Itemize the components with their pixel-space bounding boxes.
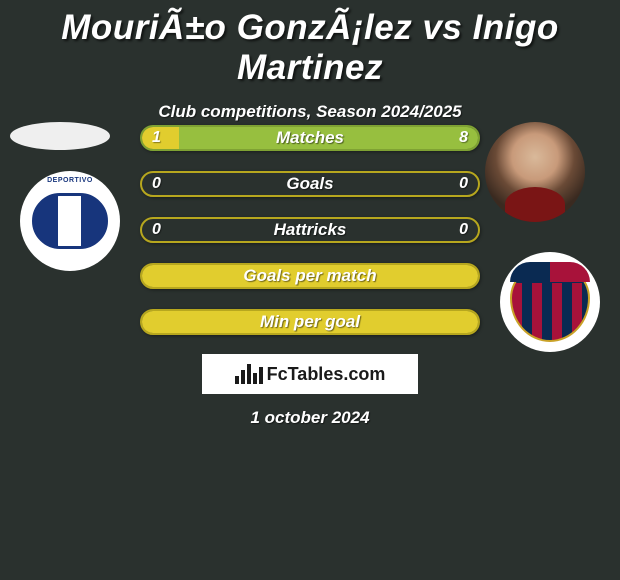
- player2-block: [485, 122, 585, 222]
- barca-crest-top-icon: [510, 262, 590, 282]
- bar-label: Min per goal: [142, 311, 478, 333]
- player1-club-badge: DEPORTIVO: [20, 171, 120, 271]
- bar-row: Goals0 0: [140, 171, 480, 197]
- date-text: 1 october 2024: [0, 408, 620, 428]
- player1-block: [10, 122, 110, 150]
- bar-row: Matches1 8: [140, 125, 480, 151]
- bar-value-player1: 0: [152, 219, 161, 241]
- player1-club-label: DEPORTIVO: [20, 177, 120, 184]
- alaves-stripes-icon: [32, 193, 108, 249]
- bar-value-player1: 1: [152, 127, 161, 149]
- bar-row: Goals per match: [140, 263, 480, 289]
- player1-avatar: [10, 122, 110, 150]
- bar-row: Hattricks0 0: [140, 217, 480, 243]
- brand-text: FcTables.com: [267, 364, 386, 385]
- brand-box: FcTables.com: [202, 354, 418, 394]
- bar-value-player2: 0: [459, 219, 468, 241]
- player2-avatar: [485, 122, 585, 222]
- player2-club-badge: [500, 252, 600, 352]
- bar-value-player2: 0: [459, 173, 468, 195]
- bar-label: Hattricks: [142, 219, 478, 241]
- page-title: MouriÃ±o GonzÃ¡lez vs Inigo Martinez: [0, 0, 620, 88]
- bar-label: Goals: [142, 173, 478, 195]
- bar-value-player2: 8: [459, 127, 468, 149]
- bar-label: Goals per match: [142, 265, 478, 287]
- bar-chart-icon: [235, 364, 263, 384]
- bar-label: Matches: [142, 127, 478, 149]
- comparison-bars: Matches18Goals00Hattricks00Goals per mat…: [140, 125, 480, 355]
- subtitle: Club competitions, Season 2024/2025: [0, 102, 620, 122]
- infographic-root: MouriÃ±o GonzÃ¡lez vs Inigo Martinez Clu…: [0, 0, 620, 580]
- bar-value-player1: 0: [152, 173, 161, 195]
- bar-row: Min per goal: [140, 309, 480, 335]
